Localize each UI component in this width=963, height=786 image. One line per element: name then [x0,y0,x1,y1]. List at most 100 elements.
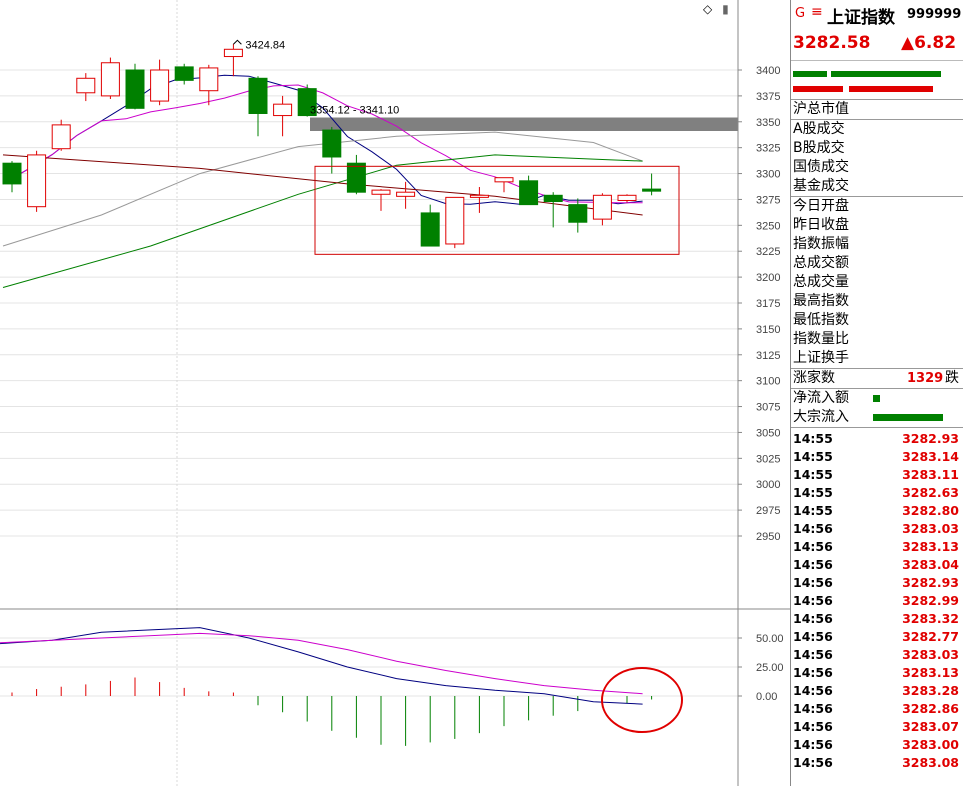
candle-down [568,204,588,223]
green-bar-2 [831,71,941,77]
tick-time: 14:56 [793,719,833,734]
stat-label: 最高指数 [793,293,849,309]
candle-up [396,191,416,197]
tick-time: 14:56 [793,611,833,626]
tick-time: 14:55 [793,449,833,464]
diamond-icon[interactable]: ◇ [703,2,713,16]
price-tick-label: 3325 [756,143,780,155]
tick-price: 3283.00 [902,737,959,752]
gap-rect [310,117,738,131]
gap-label: 3354.12 - 3341.10 [310,105,399,117]
tick-row: 14:56 3283.07 [791,718,963,736]
tick-price: 3282.80 [902,503,959,518]
stat-label: 指数振幅 [793,236,849,252]
candle-up [199,67,219,92]
fall-label: 跌 [945,370,959,386]
candle-down [322,129,342,158]
price-tick-label: 3225 [756,246,780,258]
price-tick-label: 3350 [756,117,780,129]
scroll-icon[interactable]: ▮ [722,2,729,16]
candle-up [371,189,391,195]
tick-time: 14:56 [793,647,833,662]
tick-row: 14:56 3282.77 [791,628,963,646]
tick-time: 14:55 [793,467,833,482]
rise-label: 涨家数 [793,370,835,386]
tick-row: 14:56 3283.13 [791,664,963,682]
tick-time: 14:55 [793,503,833,518]
market-value-section: 沪总市值 [791,100,963,120]
stat-label: 今日开盘 [793,198,849,214]
candle-up [445,196,465,245]
ratio-bars [791,61,963,100]
menu-icon[interactable]: ≡ [811,4,823,20]
tick-row: 14:56 3283.00 [791,736,963,754]
flow-row-net: 净流入额 [791,389,963,408]
high-price-label: 3424.84 [245,39,285,51]
tick-price: 3282.93 [902,431,959,446]
price-tick-label: 3175 [756,298,780,310]
kline-chart-area[interactable]: 3424.84 3354.12 - 3341.10 50.00 25.00 0.00 … [0,0,790,786]
rise-section: 涨家数 1329 跌 [791,369,963,389]
candle-down [420,212,440,247]
candle-down [642,188,662,192]
tick-row: 14:56 3283.32 [791,610,963,628]
tick-price: 3283.28 [902,683,959,698]
price-tick-label: 3150 [756,324,780,336]
tick-row: 14:56 3282.86 [791,700,963,718]
tick-row: 14:56 3282.93 [791,574,963,592]
tick-time: 14:55 [793,431,833,446]
candle-up [469,194,489,198]
candle-up [150,69,170,102]
block-flow-label: 大宗流入 [793,409,849,425]
g-icon[interactable]: G [795,6,806,21]
tick-row: 14:56 3283.28 [791,682,963,700]
candle-up [27,154,47,208]
tick-row: 14:56 3283.13 [791,538,963,556]
quote-panel: G ≡ 上证指数 999999 3282.58 ▲6.82 沪总市值 A股成交 B… [790,0,963,786]
red-bar-2 [849,86,933,92]
tick-row: 14:56 3283.04 [791,556,963,574]
macd-dif-line [0,627,643,705]
stat-label: 昨日收盘 [793,217,849,233]
tick-row: 14:55 3282.63 [791,484,963,502]
macd-tick-label: 0.00 [756,691,777,703]
candle-down [125,69,145,109]
tick-price: 3282.99 [902,593,959,608]
macd-tick-label: 50.00 [756,633,784,645]
tick-time: 14:55 [793,485,833,500]
tick-time: 14:56 [793,629,833,644]
tick-time: 14:56 [793,665,833,680]
macd-tick-label: 25.00 [756,662,784,674]
net-flow-label: 净流入额 [793,390,849,406]
price-tick-label: 3000 [756,479,780,491]
candlesticks [2,44,662,249]
macd-dea-line [0,632,643,695]
chart-annotations: 3424.84 3354.12 - 3341.10 [233,39,680,255]
tick-time: 14:56 [793,575,833,590]
tick-price: 3283.04 [902,557,959,572]
price-tick-label: 3275 [756,194,780,206]
tick-row: 14:55 3283.11 [791,466,963,484]
price-tick-label: 3100 [756,376,780,388]
tick-list[interactable]: 14:55 3282.93 14:55 3283.14 14:55 3283.11 14:5… [791,428,963,772]
tick-time: 14:56 [793,593,833,608]
tick-row: 14:55 3283.14 [791,448,963,466]
price-tick-label: 3125 [756,350,780,362]
stats-section: 今日开盘 昨日收盘 指数振幅 总成交额 总成交量 最高指数 最低指数 指数量比 上证换手 [791,197,963,369]
tick-price: 3283.03 [902,521,959,536]
volume-label: 基金成交 [793,178,849,194]
chart-top-icons: ◇ ▮ [703,2,729,16]
price-tick-label: 3075 [756,402,780,414]
candle-down [543,194,563,203]
tick-row: 14:55 3282.80 [791,502,963,520]
volume-label: 国债成交 [793,159,849,175]
tick-time: 14:56 [793,737,833,752]
stat-label: 总成交量 [793,274,849,290]
tick-price: 3283.32 [902,611,959,626]
tick-row: 14:56 3283.03 [791,646,963,664]
candle-down [248,77,268,114]
tick-row: 14:55 3282.93 [791,430,963,448]
rise-count: 1329 [907,371,944,386]
price-tick-label: 3300 [756,169,780,181]
